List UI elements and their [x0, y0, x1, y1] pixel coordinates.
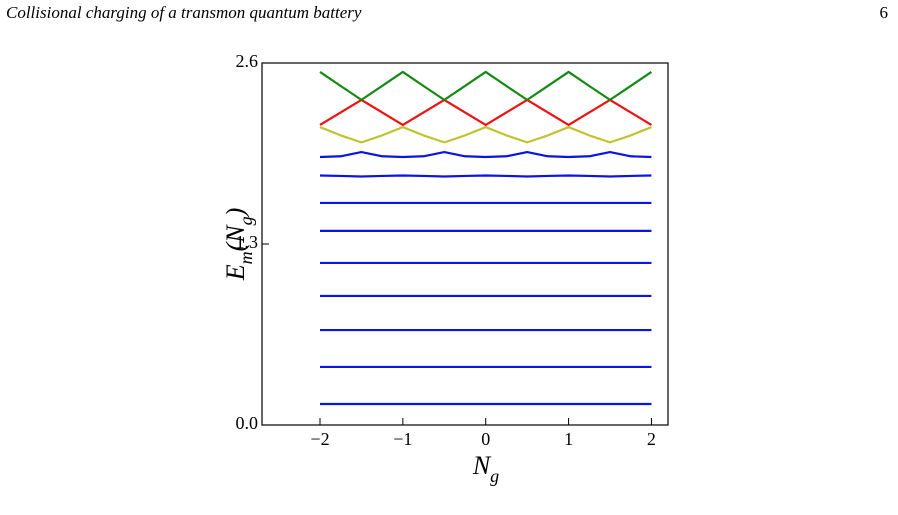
x-tick-label: −1 — [393, 429, 412, 449]
level-line — [319, 70, 653, 101]
y-tick-label: 2.6 — [236, 51, 259, 71]
x-tick-label: 0 — [481, 429, 490, 449]
plot-frame — [261, 62, 669, 426]
level-line — [319, 174, 652, 178]
y-tick-label: 0.0 — [236, 413, 259, 433]
x-tick-label: 2 — [647, 429, 656, 449]
x-tick-label: −2 — [310, 429, 329, 449]
page-number: 6 — [880, 3, 889, 22]
x-tick-label: 1 — [564, 429, 573, 449]
level-line — [319, 125, 652, 144]
x-axis-label: Ng — [472, 451, 499, 486]
level-line — [319, 151, 652, 159]
level-line — [319, 98, 652, 127]
running-title: Collisional charging of a transmon quant… — [6, 3, 362, 22]
y-tick-label: 1.3 — [236, 232, 259, 252]
